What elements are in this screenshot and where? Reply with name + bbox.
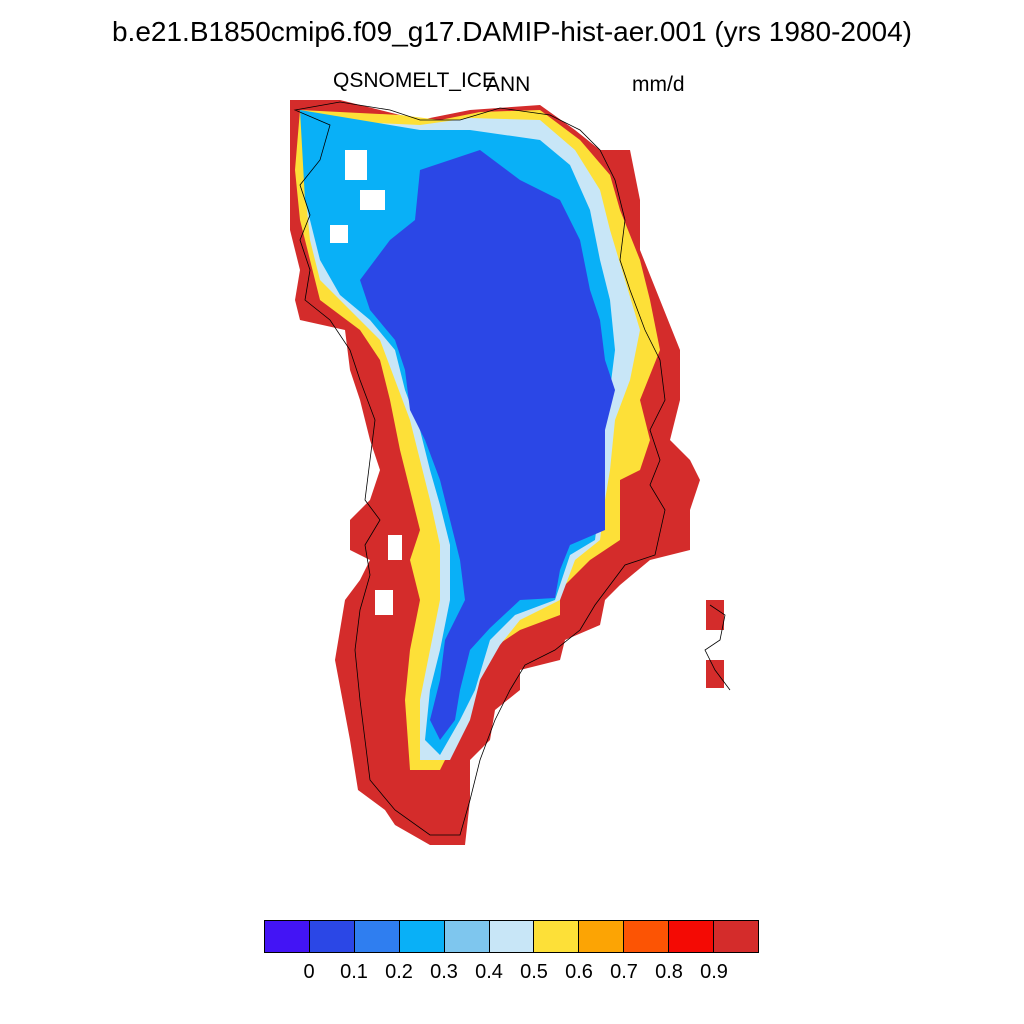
colorbar-box bbox=[265, 921, 310, 952]
colorbar-box bbox=[489, 921, 535, 952]
eastern-island bbox=[706, 600, 724, 688]
greenland-map bbox=[290, 100, 731, 845]
colorbar-tick-label: 0.3 bbox=[430, 961, 458, 983]
ice-sheet-interior bbox=[360, 150, 615, 740]
colorbar-tick-label: 0.8 bbox=[655, 961, 683, 983]
colorbar-tick-label: 0.2 bbox=[385, 961, 413, 983]
colorbar-tick-label: 0.1 bbox=[340, 961, 368, 983]
colorbar-box bbox=[669, 921, 715, 952]
colorbar-box bbox=[309, 921, 355, 952]
plot-title: b.e21.B1850cmip6.f09_g17.DAMIP-hist-aer.… bbox=[111, 16, 913, 47]
colorbar-tick-label: 0.6 bbox=[565, 961, 593, 983]
missing-data-gaps bbox=[330, 150, 402, 615]
colorbar-box bbox=[399, 921, 445, 952]
colorbar-tick-label: 0.9 bbox=[700, 961, 728, 983]
colorbar-tick-label: 0.5 bbox=[520, 961, 548, 983]
colorbar-box bbox=[534, 921, 580, 952]
colorbar-tick-label: 0.7 bbox=[610, 961, 638, 983]
units-label: mm/d bbox=[632, 73, 685, 96]
colorbar bbox=[264, 920, 759, 953]
colorbar-box bbox=[444, 921, 490, 952]
colorbar-box bbox=[579, 921, 625, 952]
season-label: ANN bbox=[486, 73, 531, 96]
variable-label: QSNOMELT_ICE bbox=[333, 69, 496, 92]
colorbar-box bbox=[624, 921, 670, 952]
colorbar-tick-label: 0.4 bbox=[475, 961, 503, 983]
island-coastline bbox=[704, 604, 731, 691]
coastline bbox=[293, 101, 666, 836]
colorbar-tick-label: 0 bbox=[303, 961, 315, 983]
colorbar-box bbox=[354, 921, 400, 952]
colorbar-box bbox=[714, 921, 758, 952]
